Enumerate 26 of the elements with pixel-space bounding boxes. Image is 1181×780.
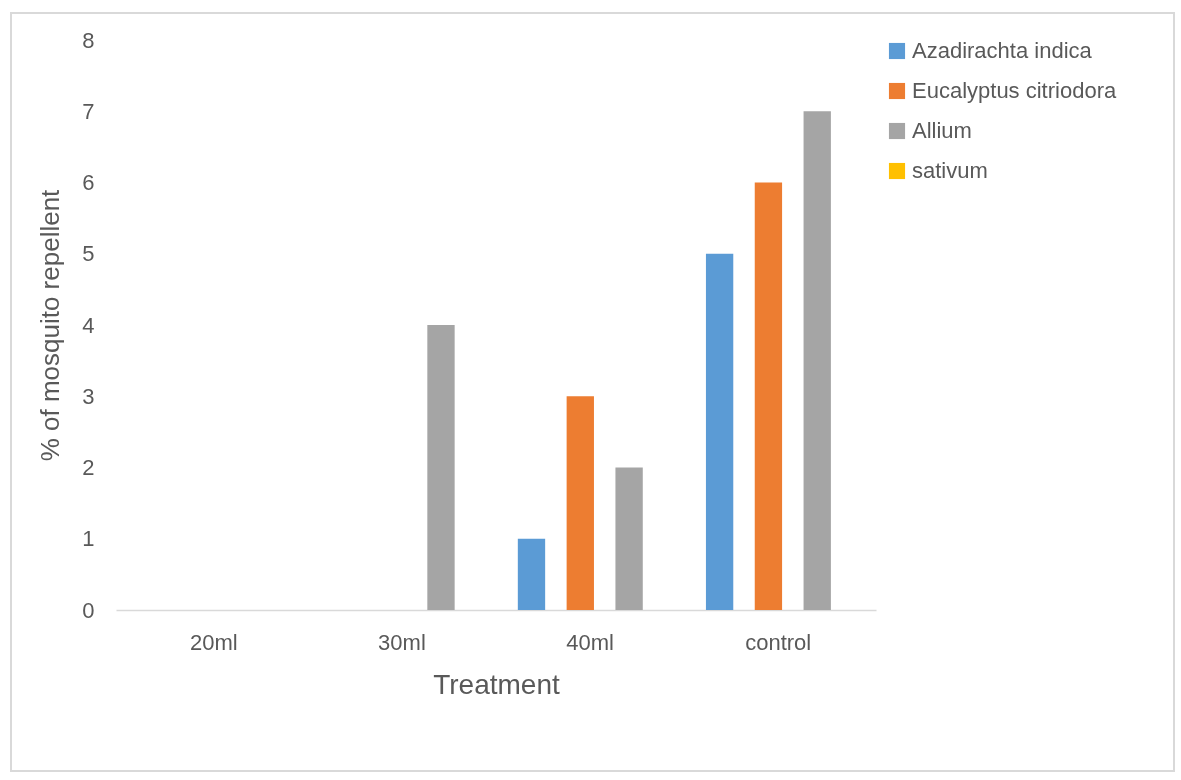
bar	[427, 325, 455, 610]
bar	[615, 467, 643, 610]
bar	[803, 111, 831, 610]
y-tick-label: 6	[82, 170, 95, 195]
y-tick-label: 5	[82, 241, 95, 267]
y-tick-label: 7	[82, 98, 95, 124]
legend-label: Azadirachta indica	[912, 38, 1093, 63]
legend-label: sativum	[912, 158, 988, 183]
y-tick-label: 1	[82, 526, 95, 552]
y-tick-label: 8	[82, 27, 95, 53]
y-tick-label: 4	[82, 312, 95, 338]
x-tick-label: 30ml	[378, 629, 426, 655]
bar	[566, 396, 594, 610]
bar	[754, 182, 783, 610]
x-tick-label: 20ml	[189, 629, 238, 655]
x-tick-label: 40ml	[566, 629, 614, 655]
y-axis-title: % of mosquito repellent	[35, 188, 66, 462]
legend-label: Eucalyptus citriodora	[912, 78, 1117, 103]
legend-label: Allium	[912, 118, 972, 143]
y-tick-label: 0	[82, 597, 95, 623]
bar	[517, 538, 546, 610]
x-axis-title: Treatment	[433, 668, 560, 700]
x-tick-label: control	[745, 629, 812, 655]
bar	[705, 253, 734, 610]
y-tick-label: 2	[82, 455, 95, 480]
y-tick-label: 3	[82, 383, 95, 409]
